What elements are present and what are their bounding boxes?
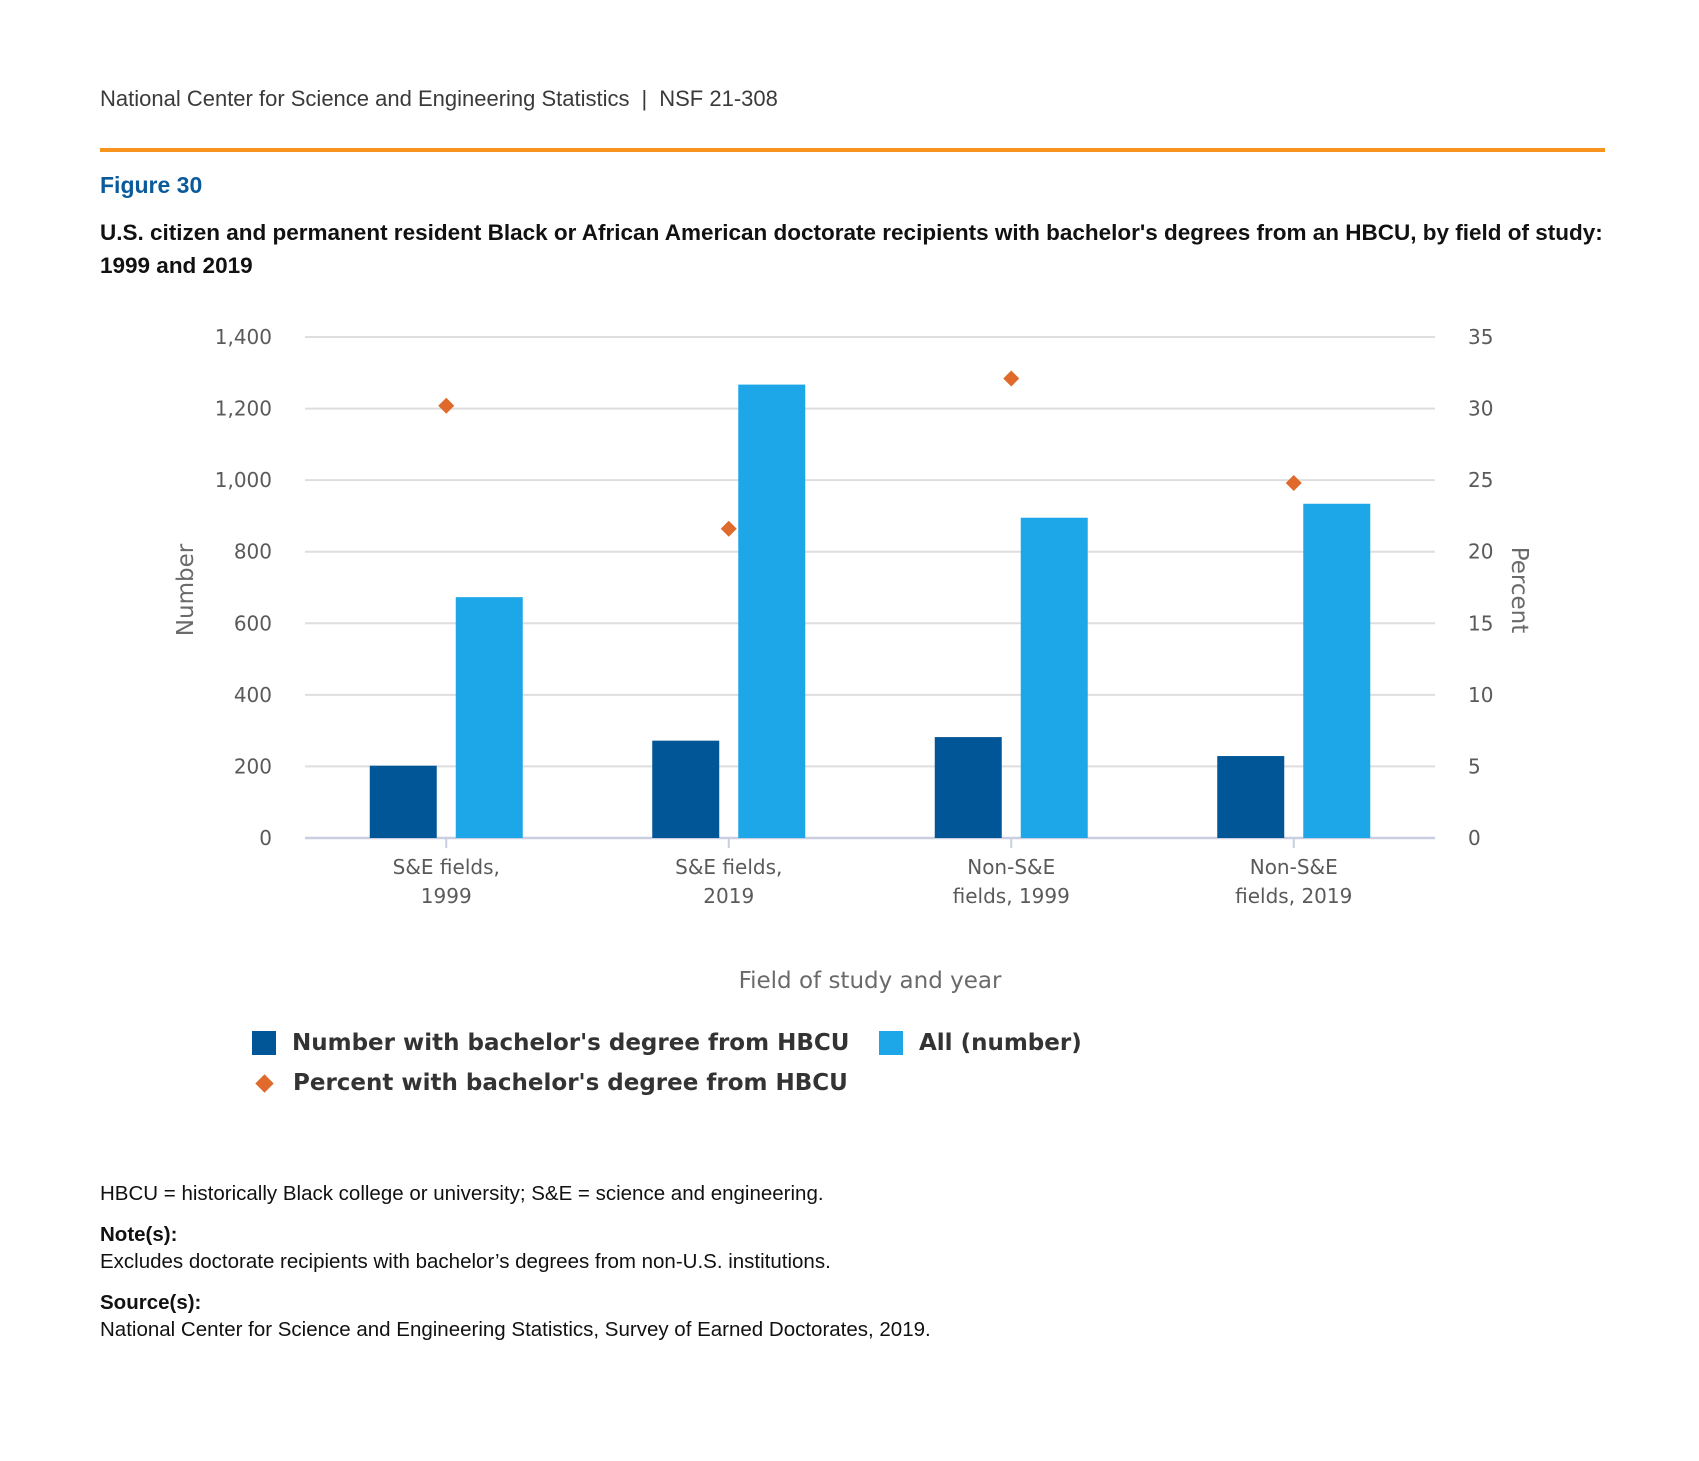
y-tick-label: 1,200 [215, 397, 272, 421]
x-tick-label: Non-S&E fields, 2019 [1235, 855, 1352, 908]
legend-label-hbcu: Number with bachelor's degree from HBCU [292, 1030, 850, 1056]
report-header: National Center for Science and Engineer… [100, 86, 778, 112]
bar-all [455, 597, 523, 838]
percent-markers [438, 370, 1302, 537]
bar-all [738, 384, 806, 838]
x-axis-title: Field of study and year [739, 968, 1002, 994]
x-tick-label: Non-S&E fields, 1999 [953, 855, 1070, 908]
bars [369, 384, 1371, 838]
header-org: National Center for Science and Engineer… [100, 86, 630, 111]
y-tick-label: 800 [234, 540, 272, 564]
percent-marker [720, 520, 737, 537]
percent-marker [438, 397, 455, 414]
bar-hbcu [652, 740, 720, 838]
header-separator: | [641, 86, 648, 111]
tick-labels: 0 0 200 5 400 10 600 15 800 20 1,000 25 1,200 30 1,400… [215, 325, 1494, 908]
bar-all [1303, 503, 1371, 838]
accent-rule [100, 148, 1605, 152]
percent-marker [1003, 370, 1020, 387]
bar-hbcu [934, 737, 1002, 838]
y2-tick-label: 25 [1468, 468, 1493, 492]
legend-label-percent: Percent with bachelor's degree from HBCU [293, 1070, 848, 1096]
y2-axis-title: Percent [1506, 547, 1532, 634]
notes-heading: Note(s): [100, 1223, 178, 1246]
bar-hbcu [369, 765, 437, 838]
y-axis-title: Number [173, 543, 199, 636]
x-tick-label: S&E fields, 2019 [675, 855, 782, 908]
y-tick-label: 0 [259, 826, 272, 850]
y-tick-label: 200 [234, 754, 272, 778]
y2-tick-label: 10 [1468, 683, 1493, 707]
figure-title: U.S. citizen and permanent resident Blac… [100, 220, 1603, 278]
abbreviations-note: HBCU = historically Black college or uni… [100, 1182, 824, 1205]
y2-tick-label: 30 [1468, 397, 1493, 421]
y2-tick-label: 5 [1468, 754, 1481, 778]
legend-swatch-all [879, 1031, 903, 1055]
percent-marker [1285, 475, 1302, 492]
legend-item-hbcu: Number with bachelor's degree from HBCU [252, 1030, 849, 1056]
header-report-id: NSF 21-308 [659, 86, 778, 111]
legend-swatch-hbcu [252, 1031, 276, 1055]
footnotes: HBCU = historically Black college or uni… [100, 1180, 931, 1343]
y2-tick-label: 20 [1468, 540, 1493, 564]
sources-text: National Center for Science and Engineer… [100, 1318, 931, 1341]
y2-tick-label: 35 [1468, 325, 1493, 349]
y2-tick-label: 0 [1468, 826, 1481, 850]
y-tick-label: 400 [234, 683, 272, 707]
legend-item-all: All (number) [879, 1030, 1082, 1056]
legend-item-percent: Percent with bachelor's degree from HBCU [252, 1070, 848, 1096]
y2-tick-label: 15 [1468, 611, 1493, 635]
y-tick-label: 600 [234, 611, 272, 635]
notes-text: Excludes doctorate recipients with bache… [100, 1250, 831, 1273]
sources-heading: Source(s): [100, 1291, 202, 1314]
legend-diamond-icon [255, 1073, 274, 1093]
y-tick-label: 1,000 [215, 468, 272, 492]
figure-label: Figure 30 [100, 172, 203, 198]
bar-hbcu [1217, 756, 1285, 838]
bar-all [1020, 517, 1088, 838]
chart: 0 0 200 5 400 10 600 15 800 20 1,000 25 1,200 30 1,400… [173, 325, 1532, 994]
y-tick-label: 1,400 [215, 325, 272, 349]
x-tick-label: S&E fields, 1999 [393, 855, 500, 908]
legend-label-all: All (number) [919, 1030, 1082, 1056]
